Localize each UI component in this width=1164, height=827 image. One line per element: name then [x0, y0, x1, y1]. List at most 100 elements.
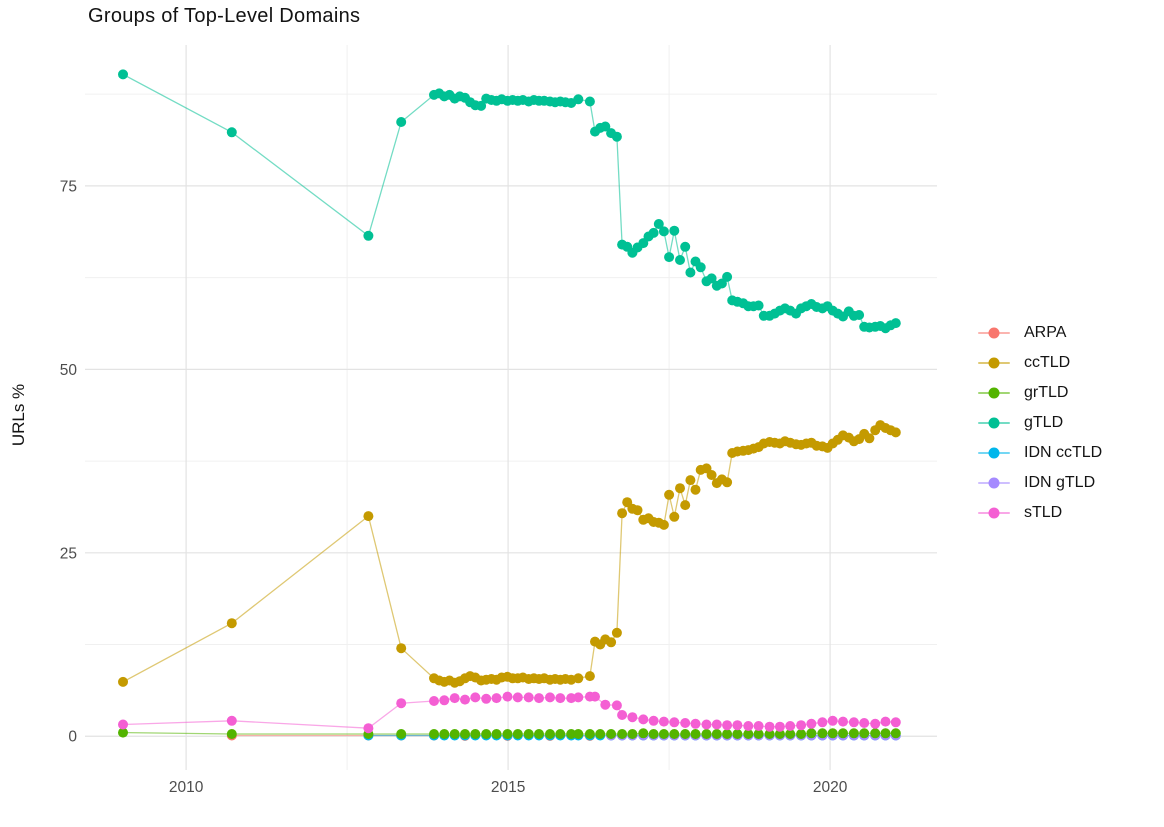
- data-point: [534, 693, 544, 704]
- data-point: [606, 637, 617, 648]
- legend-item-cctld: ccTLD: [978, 348, 1102, 378]
- data-point: [669, 225, 680, 236]
- data-point: [545, 729, 555, 739]
- data-point: [429, 696, 439, 706]
- data-point: [690, 718, 701, 729]
- data-point: [848, 717, 859, 728]
- legend-key-dot-icon: [978, 498, 1010, 528]
- data-point: [680, 241, 691, 252]
- data-point: [695, 262, 706, 273]
- data-point: [470, 692, 481, 703]
- data-point: [711, 719, 722, 730]
- data-point: [827, 728, 838, 739]
- data-point: [669, 511, 680, 522]
- legend-label: ARPA: [1024, 324, 1067, 341]
- legend-item-gtld: gTLD: [978, 408, 1102, 438]
- data-point: [675, 255, 685, 265]
- data-point: [685, 267, 696, 278]
- data-point: [664, 252, 675, 263]
- data-point: [890, 717, 901, 728]
- data-point: [439, 729, 450, 739]
- legend-label: gTLD: [1024, 414, 1064, 431]
- data-point: [764, 729, 775, 739]
- y-tick-label: 25: [60, 545, 77, 562]
- data-point: [648, 227, 659, 238]
- data-point: [690, 729, 701, 739]
- legend: ARPA ccTLD grTLD gTLD IDN ccTLD IDN gTLD…: [978, 318, 1102, 528]
- legend-key-dot-icon: [978, 318, 1010, 348]
- data-point: [449, 693, 460, 704]
- data-point: [590, 691, 600, 702]
- data-point: [838, 728, 848, 739]
- data-point: [653, 219, 664, 229]
- data-point: [617, 508, 628, 519]
- y-tick-label: 50: [60, 362, 78, 379]
- data-point: [566, 729, 577, 739]
- data-point: [785, 729, 796, 739]
- legend-item-stld: sTLD: [978, 498, 1102, 528]
- data-point: [118, 69, 128, 80]
- data-point: [502, 691, 513, 702]
- series-grtld: [118, 727, 901, 739]
- data-point: [864, 433, 875, 444]
- y-axis-title: URLs %: [9, 383, 28, 447]
- data-point: [854, 310, 865, 320]
- data-point: [470, 729, 481, 739]
- series-stld: [118, 691, 901, 734]
- data-point: [817, 717, 828, 728]
- data-point: [669, 729, 680, 739]
- legend-label: IDN ccTLD: [1024, 444, 1103, 461]
- data-point: [534, 729, 544, 739]
- data-point: [584, 729, 595, 739]
- data-point: [785, 721, 796, 731]
- series-cctld: [118, 420, 901, 688]
- data-point: [680, 729, 691, 739]
- legend-key-dot-icon: [978, 408, 1010, 438]
- legend-item-arpa: ARPA: [978, 318, 1102, 348]
- gridlines-minor: [85, 45, 937, 770]
- data-point: [573, 673, 584, 684]
- data-point: [743, 729, 754, 739]
- data-point: [118, 676, 128, 687]
- data-point: [722, 720, 733, 731]
- data-point: [627, 729, 638, 739]
- data-point: [439, 695, 450, 706]
- chart-title: Groups of Top-Level Domains: [88, 5, 361, 27]
- data-point: [429, 729, 439, 739]
- data-point: [449, 729, 460, 739]
- x-tick-label: 2020: [813, 779, 848, 796]
- data-point: [732, 720, 743, 731]
- data-point: [600, 699, 611, 710]
- data-point: [512, 729, 523, 739]
- data-point: [118, 719, 128, 730]
- data-point: [481, 693, 492, 704]
- data-point: [573, 692, 584, 703]
- data-point: [363, 511, 374, 522]
- legend-key-dot-icon: [978, 378, 1010, 408]
- data-point: [545, 692, 555, 703]
- legend-key-dot-icon: [978, 468, 1010, 498]
- data-point: [690, 484, 701, 495]
- data-point: [555, 729, 566, 739]
- data-point: [753, 729, 764, 739]
- data-point: [611, 627, 622, 638]
- legend-key-dot-icon: [978, 438, 1010, 468]
- data-point: [838, 716, 848, 727]
- data-point: [648, 715, 659, 726]
- legend-label: ccTLD: [1024, 354, 1071, 371]
- data-point: [512, 692, 523, 703]
- data-point: [584, 96, 595, 107]
- data-point: [722, 729, 733, 739]
- data-point: [617, 729, 628, 739]
- data-point: [638, 714, 649, 725]
- data-point: [859, 718, 870, 728]
- data-point: [827, 715, 838, 726]
- legend-item-idn-cctld: IDN ccTLD: [978, 438, 1102, 468]
- data-point: [491, 729, 502, 739]
- data-point: [806, 718, 817, 729]
- axis-tick-labels: 0 25 50 75 2010 2015 2020: [60, 178, 848, 796]
- data-point: [817, 728, 828, 739]
- data-point: [363, 723, 374, 734]
- data-point: [396, 117, 407, 127]
